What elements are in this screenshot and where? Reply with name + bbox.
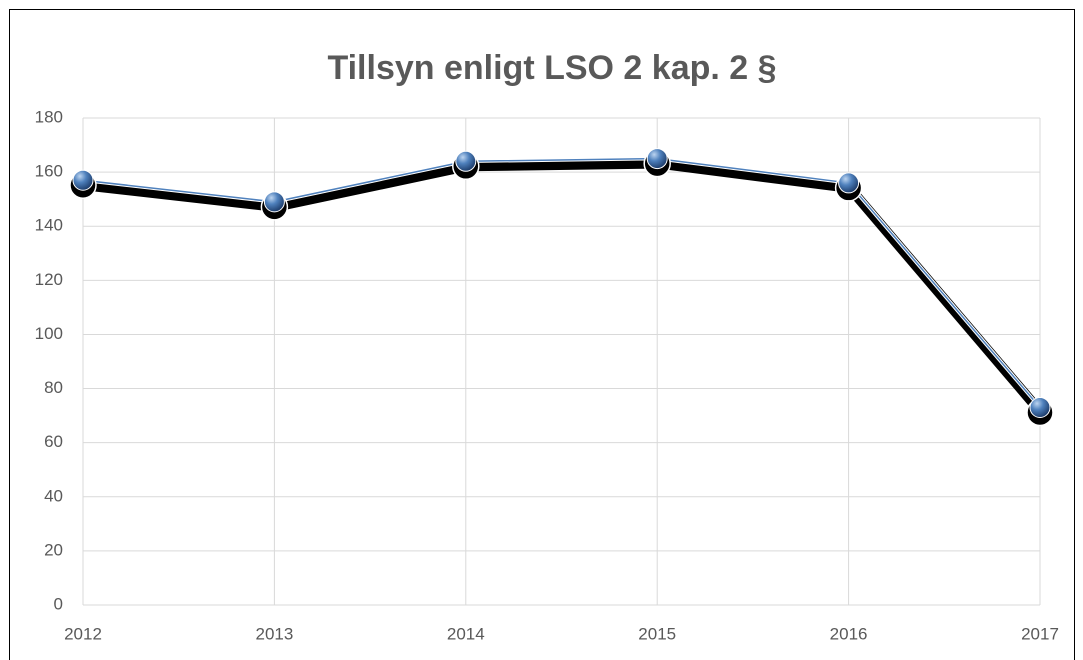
x-tick-label: 2016 (830, 624, 868, 643)
x-tick-label: 2015 (638, 624, 676, 643)
chart-title: Tillsyn enligt LSO 2 kap. 2 § (327, 49, 776, 87)
y-tick-label: 20 (44, 540, 63, 559)
line (82, 157, 1041, 408)
y-tick-label: 60 (44, 432, 63, 451)
y-tick-label: 140 (35, 216, 63, 235)
y-tick-label: 80 (44, 378, 63, 397)
y-tick-label: 40 (44, 486, 63, 505)
marker (1029, 396, 1051, 418)
x-tick-label: 2013 (255, 624, 293, 643)
y-tick-label: 100 (35, 324, 63, 343)
marker (263, 191, 285, 213)
y-tick-label: 160 (35, 162, 63, 181)
x-tick-label: 2017 (1021, 624, 1059, 643)
y-tick-label: 120 (35, 270, 63, 289)
marker (455, 150, 477, 172)
y-tick-label: 0 (54, 594, 63, 613)
line-shadow (83, 158, 1045, 416)
marker (838, 172, 860, 194)
x-tick-label: 2012 (64, 624, 102, 643)
x-tick-label: 2014 (447, 624, 485, 643)
marker (646, 148, 668, 170)
y-tick-label: 180 (35, 107, 63, 126)
marker (72, 169, 94, 191)
